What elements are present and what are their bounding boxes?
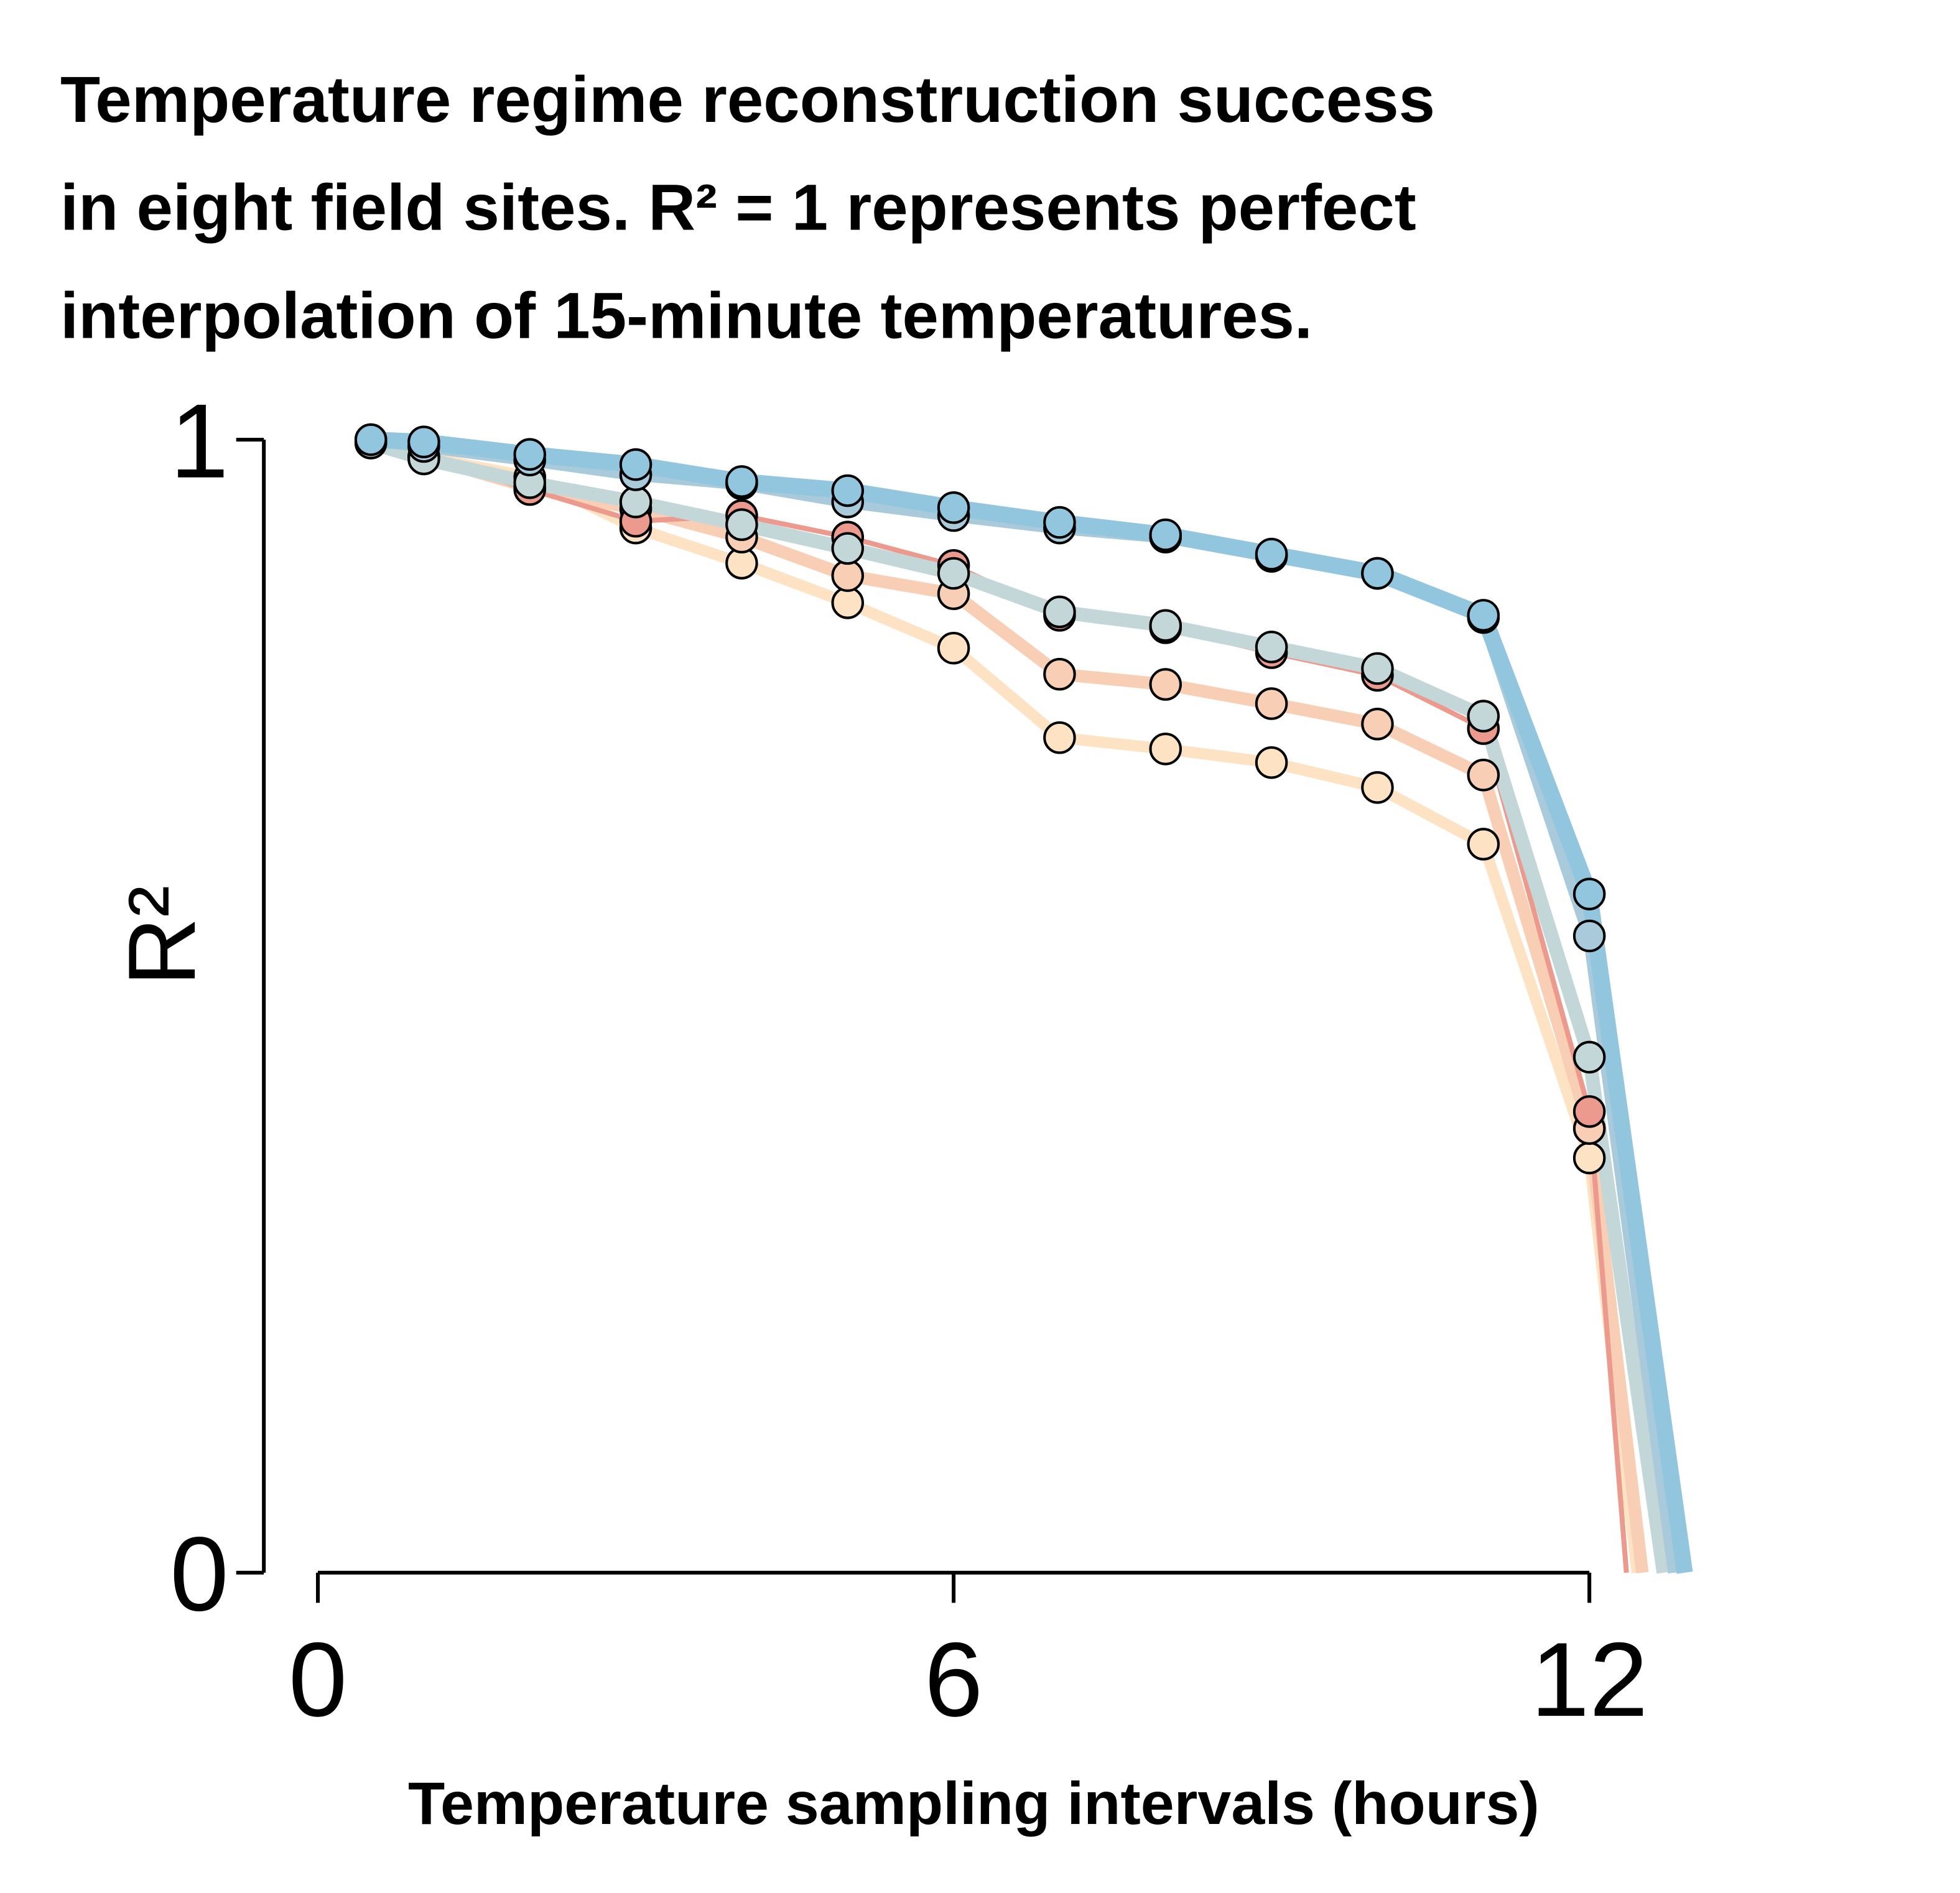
data-point [619, 448, 653, 481]
x-tick-label: 0 [289, 1620, 347, 1738]
data-point [1255, 746, 1288, 779]
data-point [1361, 708, 1394, 741]
data-point [831, 559, 864, 592]
data-point [407, 425, 440, 458]
x-tick-label: 12 [1531, 1620, 1648, 1738]
data-point [1361, 652, 1394, 685]
y-tick-label: 0 [170, 1515, 228, 1633]
data-point [1255, 631, 1288, 664]
data-point [354, 423, 388, 456]
data-point [1361, 557, 1394, 590]
data-point [831, 532, 864, 565]
data-point [1572, 877, 1606, 910]
data-point [1572, 1040, 1606, 1074]
data-point [619, 485, 653, 519]
data-point [513, 438, 546, 471]
data-point [1149, 668, 1182, 701]
data-point [1572, 1095, 1606, 1128]
series-line [369, 435, 1649, 1574]
y-axis-label: R² [108, 886, 215, 986]
series-line [369, 436, 1671, 1574]
data-point [1467, 759, 1500, 792]
data-point [1043, 721, 1076, 754]
chart-title: Temperature regime reconstruction succes… [60, 63, 1435, 136]
data-point [1043, 657, 1076, 691]
data-point [1572, 1141, 1606, 1175]
series-line [370, 439, 1629, 1573]
data-point [937, 631, 970, 665]
data-point [1467, 700, 1500, 733]
data-point [831, 586, 864, 619]
data-point [1149, 733, 1182, 766]
x-axis-label: Temperature sampling intervals (hours) [408, 1769, 1540, 1837]
series-line [370, 431, 1693, 1574]
chart-title: in eight field sites. R² = 1 represents … [60, 172, 1416, 244]
data-point [1572, 919, 1606, 953]
data-point [1255, 687, 1288, 720]
x-tick-label: 6 [924, 1620, 983, 1738]
data-point [1467, 599, 1500, 632]
data-point [937, 491, 970, 524]
data-point [1043, 595, 1076, 629]
data-point [725, 465, 758, 498]
data-point [1255, 537, 1288, 571]
data-point [1467, 828, 1500, 861]
data-point [1149, 609, 1182, 642]
data-point [937, 557, 970, 590]
series-line [369, 436, 1643, 1573]
data-point [831, 474, 864, 507]
chart-title: interpolation of 15-minute temperatures. [60, 279, 1312, 352]
y-tick-label: 1 [170, 382, 228, 500]
data-point [1149, 518, 1182, 552]
data-point [1361, 771, 1394, 804]
data-point [1043, 506, 1076, 539]
data-point [725, 508, 758, 541]
